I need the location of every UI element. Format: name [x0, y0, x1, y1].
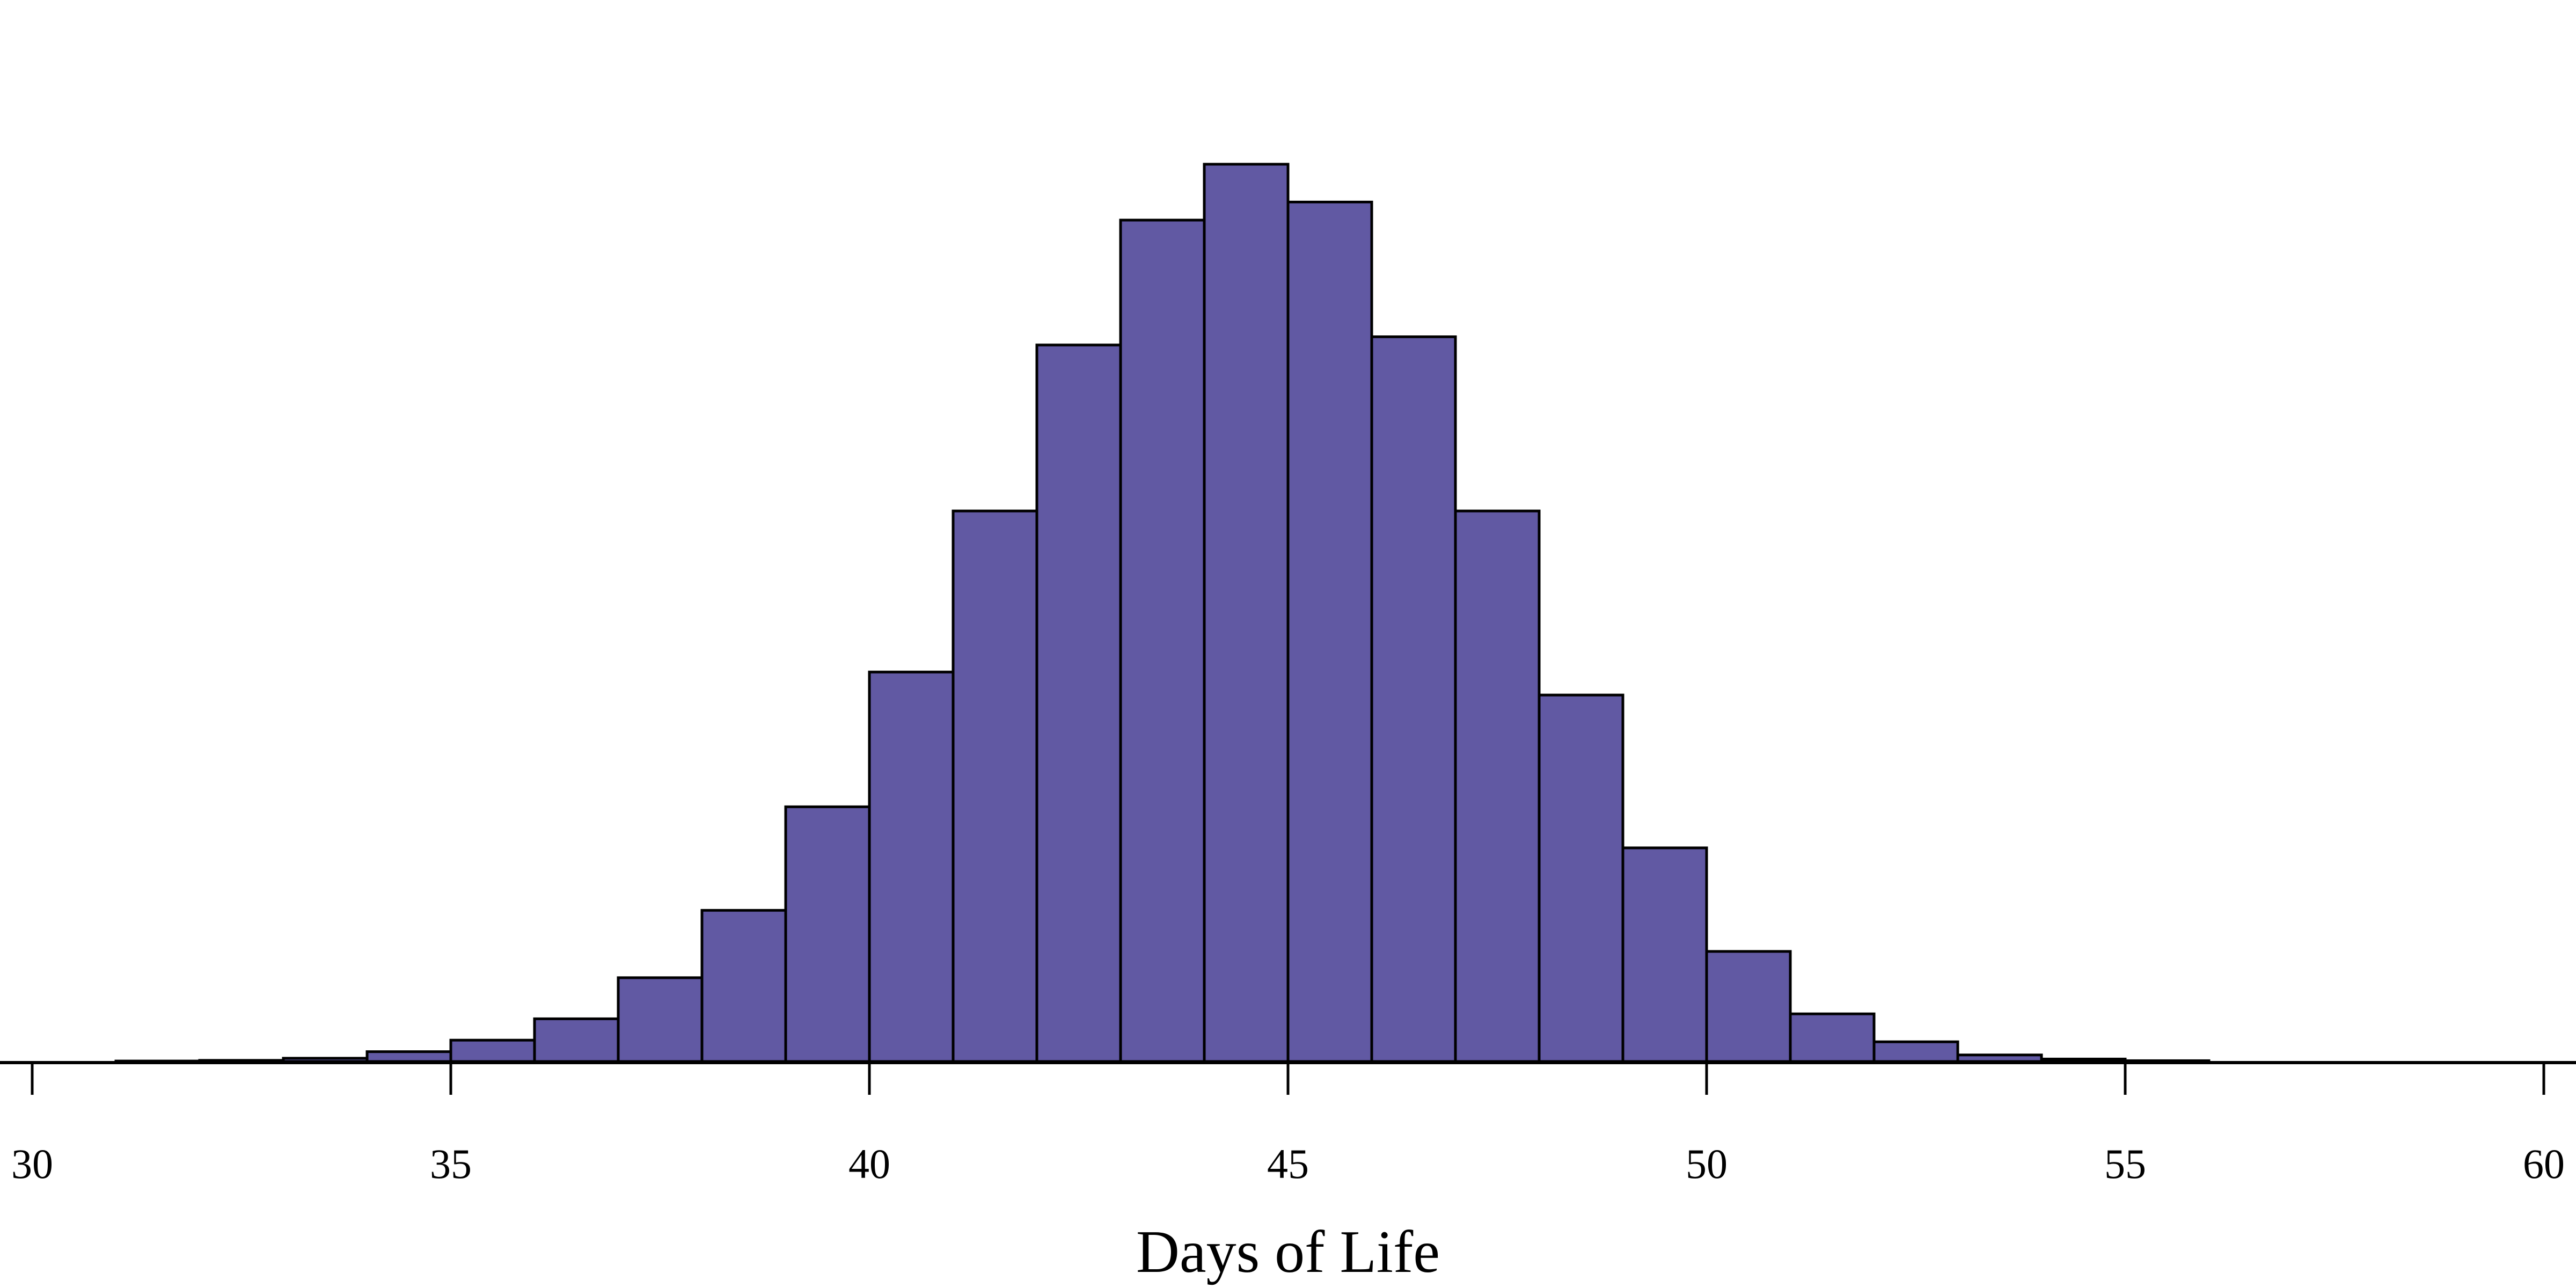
histogram-bar	[1956, 1053, 2043, 1063]
x-tick-label: 35	[430, 1140, 472, 1187]
histogram-bar	[1454, 509, 1541, 1063]
x-tick-label: 60	[2523, 1140, 2565, 1187]
histogram-bar	[1286, 200, 1373, 1063]
x-tick-label: 30	[11, 1140, 53, 1187]
x-tick-label: 55	[2104, 1140, 2146, 1187]
x-tick-label: 45	[1267, 1140, 1309, 1187]
histogram-bar	[617, 976, 704, 1063]
histogram-bars	[114, 163, 2211, 1063]
histogram-bar	[952, 509, 1038, 1063]
x-tick-label: 50	[1686, 1140, 1728, 1187]
histogram-bar	[1621, 846, 1708, 1063]
x-tick-label: 40	[848, 1140, 890, 1187]
histogram-bar	[1538, 693, 1624, 1063]
histogram-bar	[868, 670, 955, 1063]
histogram-bar	[1370, 335, 1457, 1063]
histogram-bar	[533, 1017, 620, 1063]
histogram-bar	[784, 805, 871, 1063]
histogram-bar	[365, 1050, 452, 1063]
histogram-bar	[1872, 1040, 1959, 1063]
histogram-bar	[1705, 950, 1792, 1063]
histogram-bar	[700, 909, 787, 1063]
histogram-bar	[1119, 218, 1206, 1063]
histogram-bar	[1035, 343, 1122, 1063]
histogram-bar	[449, 1038, 536, 1063]
histogram-bar	[1789, 1012, 1876, 1063]
histogram-bar	[1203, 163, 1290, 1063]
x-axis-title: Days of Life	[1136, 1219, 1440, 1285]
x-axis-ticks: 30 35 40 45 50 55 60	[11, 1063, 2565, 1187]
